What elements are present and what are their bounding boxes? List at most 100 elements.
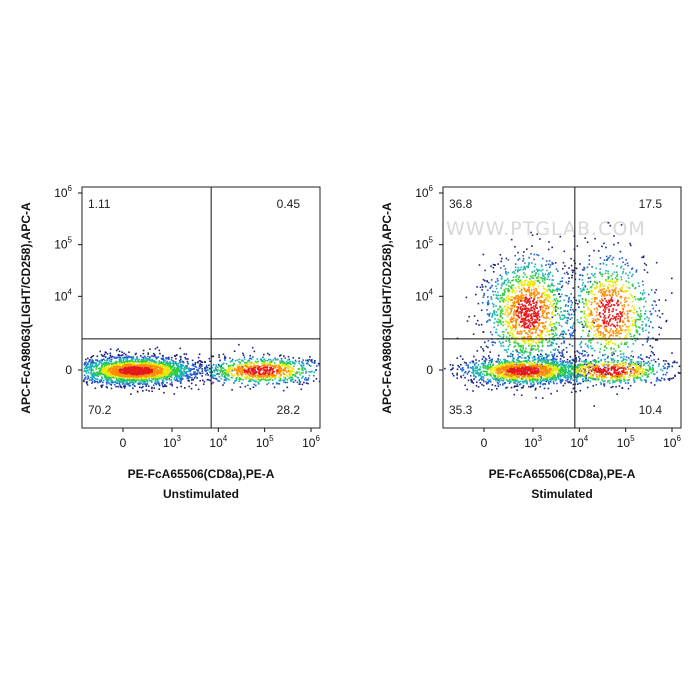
event-point <box>652 337 654 339</box>
event-point <box>142 383 144 386</box>
event-point <box>648 365 651 368</box>
event-point <box>572 323 575 325</box>
event-point <box>266 375 269 378</box>
event-point <box>488 357 491 359</box>
event-point <box>184 365 187 367</box>
event-point <box>502 337 504 339</box>
event-point <box>508 382 511 385</box>
event-point <box>477 372 480 374</box>
event-point <box>122 373 125 376</box>
event-point <box>171 383 173 386</box>
event-point <box>624 379 626 381</box>
event-point <box>168 371 170 374</box>
event-point <box>559 296 561 298</box>
event-point <box>195 384 197 386</box>
event-point <box>630 355 632 357</box>
event-point <box>499 254 502 256</box>
event-point <box>466 320 469 322</box>
event-point <box>243 368 246 371</box>
event-point <box>176 380 179 382</box>
event-point <box>110 379 113 381</box>
event-point <box>286 381 288 384</box>
event-point <box>145 357 147 359</box>
event-point <box>164 369 166 372</box>
event-point <box>571 274 573 277</box>
event-point <box>571 345 574 347</box>
event-point <box>540 380 543 383</box>
event-point <box>185 367 188 370</box>
event-point <box>583 289 585 291</box>
event-point <box>246 366 248 368</box>
event-point <box>184 372 186 375</box>
event-point <box>571 269 574 272</box>
event-point <box>674 374 676 377</box>
event-point <box>517 269 519 271</box>
event-point <box>128 362 131 364</box>
event-point <box>531 262 533 264</box>
event-point <box>592 359 594 362</box>
event-point <box>86 368 88 370</box>
event-point <box>481 302 484 304</box>
event-point <box>531 234 534 236</box>
event-point <box>308 374 311 377</box>
event-point <box>647 360 650 363</box>
event-point <box>225 363 228 365</box>
event-point <box>149 359 151 362</box>
event-point <box>158 349 161 352</box>
event-point <box>639 318 642 321</box>
event-point <box>188 370 190 372</box>
event-point <box>91 359 94 361</box>
event-point <box>244 376 246 379</box>
event-point <box>501 275 503 278</box>
event-point <box>170 356 173 359</box>
event-point <box>571 332 573 335</box>
event-point <box>588 255 591 257</box>
event-point <box>505 273 508 276</box>
event-point <box>297 368 300 370</box>
event-point <box>101 362 103 364</box>
event-point <box>147 353 149 355</box>
event-point <box>521 380 524 383</box>
event-point <box>640 315 643 317</box>
event-point <box>278 369 280 372</box>
plot-stimulated: 36.8 17.5 35.3 10.4 0 103 104 105 106 010410… <box>380 184 682 501</box>
event-point <box>294 379 297 382</box>
event-point <box>190 374 193 376</box>
event-point <box>122 367 124 369</box>
event-point <box>593 322 595 324</box>
event-point <box>567 381 569 383</box>
event-point <box>500 345 502 347</box>
event-point <box>298 371 301 374</box>
event-point <box>562 366 565 368</box>
event-point <box>142 390 144 392</box>
event-point <box>255 380 257 382</box>
event-point <box>587 354 590 357</box>
event-point <box>213 374 215 376</box>
event-point <box>230 369 233 371</box>
event-point <box>551 378 554 381</box>
quadrant-upper-right-percent: 0.45 <box>277 197 301 211</box>
event-point <box>640 379 643 382</box>
event-point <box>257 360 259 363</box>
event-point <box>215 364 218 366</box>
event-point <box>255 384 257 387</box>
event-point <box>546 378 549 380</box>
event-point <box>489 319 491 322</box>
x-axis-label: PE-FcA65506(CD8a),PE-A <box>128 467 275 481</box>
event-point <box>83 368 86 370</box>
event-point <box>622 271 624 273</box>
event-point <box>566 295 568 297</box>
event-point <box>501 296 503 299</box>
event-point <box>551 377 553 379</box>
event-point <box>131 362 133 365</box>
event-point <box>293 365 295 368</box>
event-point <box>173 378 176 380</box>
event-point <box>105 378 108 380</box>
event-point <box>151 390 153 393</box>
event-point <box>94 372 96 375</box>
event-point <box>580 382 582 385</box>
event-point <box>626 262 629 264</box>
event-point <box>490 286 492 288</box>
event-point <box>139 355 142 357</box>
event-point <box>123 362 126 364</box>
